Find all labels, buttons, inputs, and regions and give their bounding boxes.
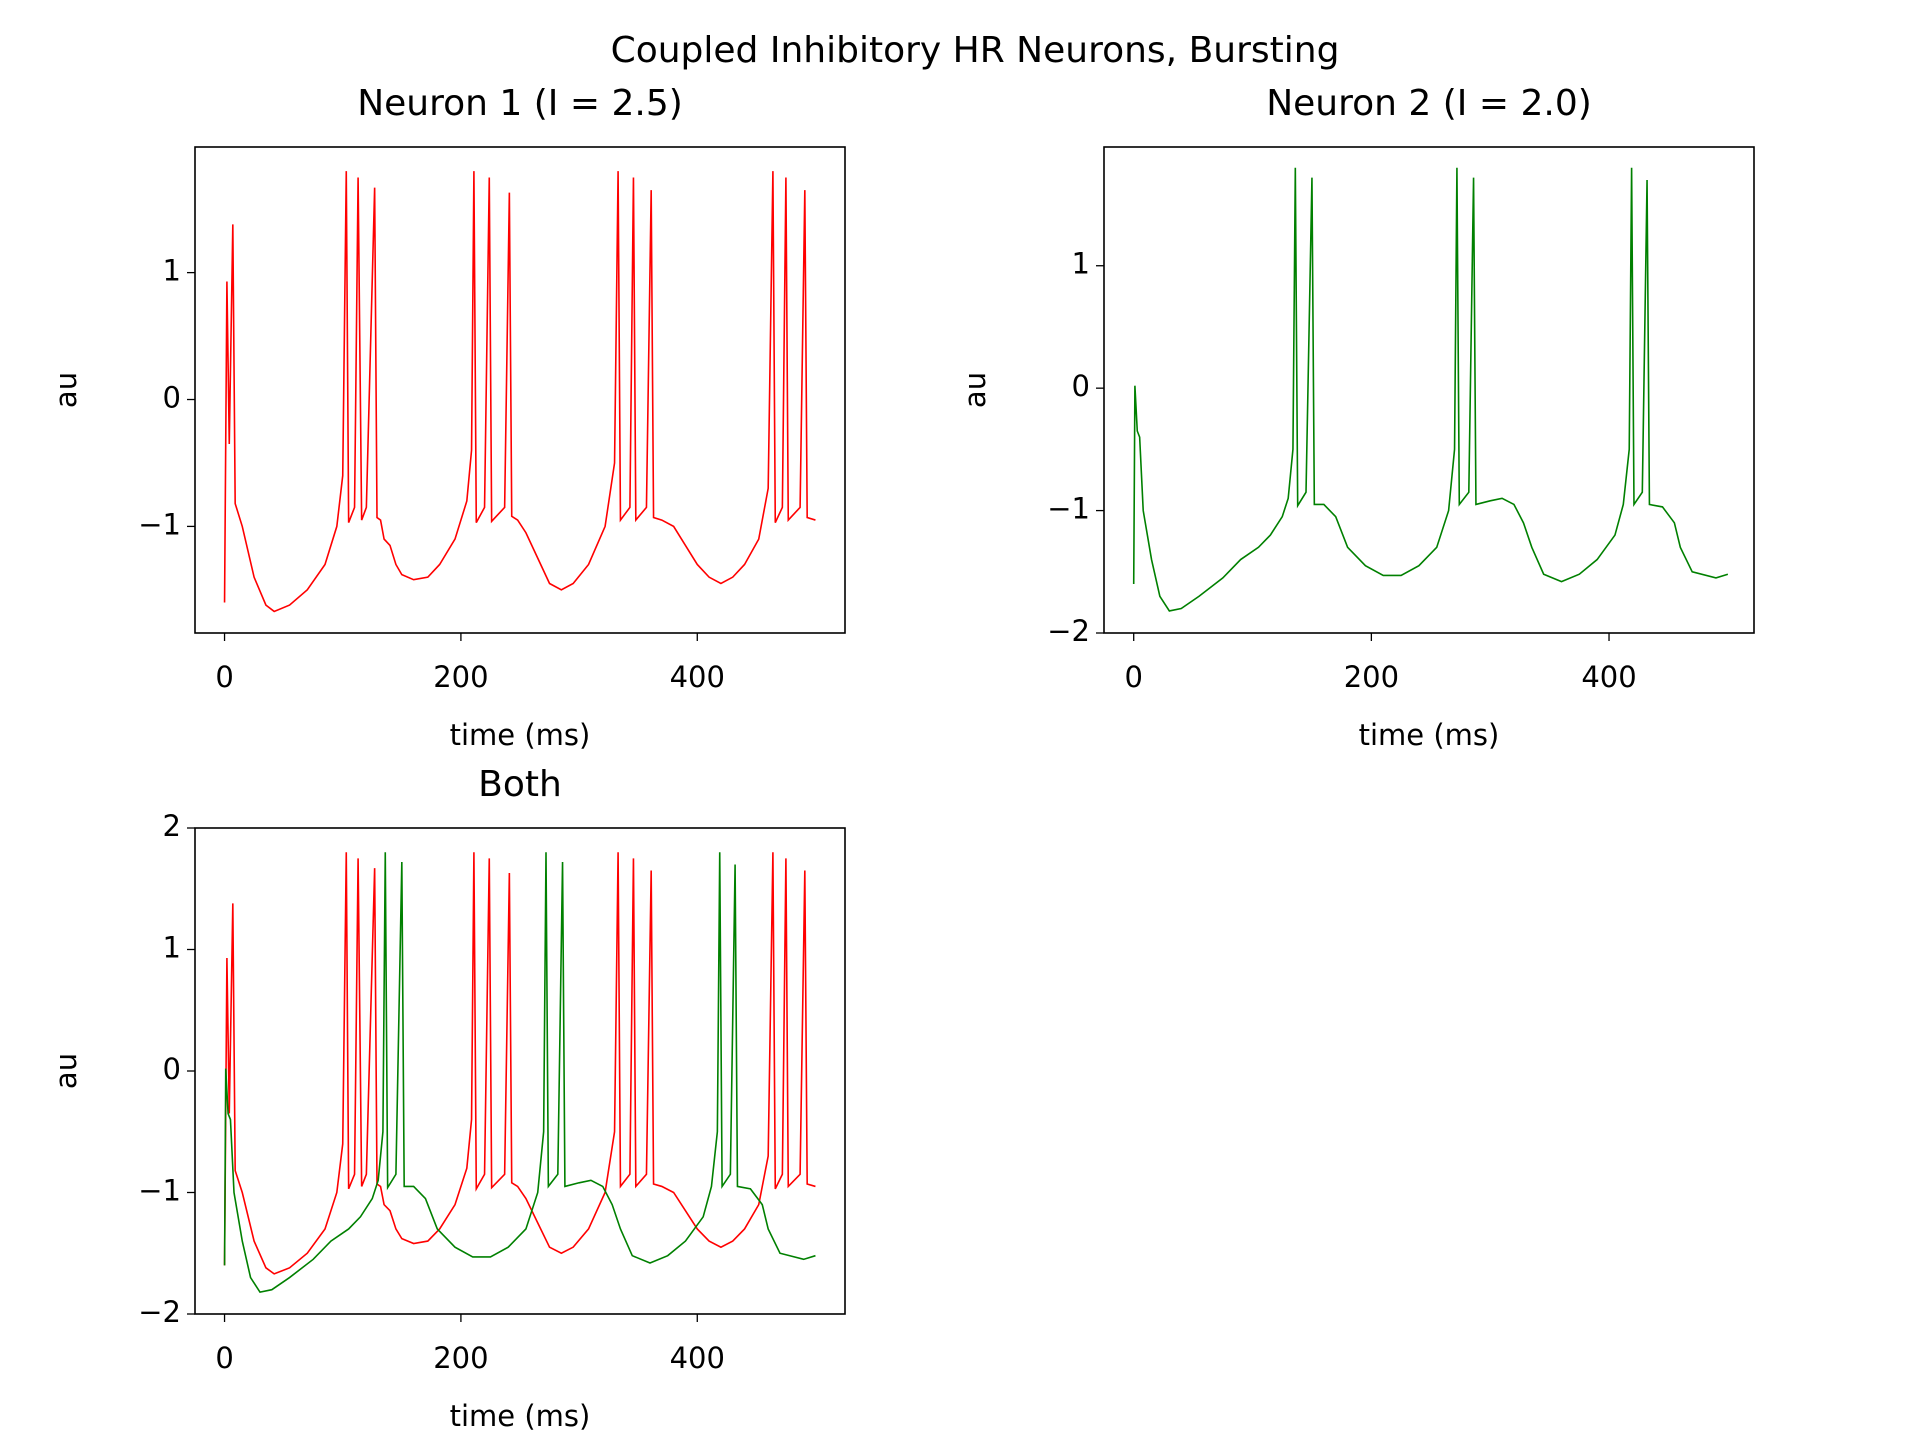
x-tick-label: 400 — [1581, 660, 1636, 694]
x-tick-label: 200 — [433, 1341, 488, 1375]
x-axis-label: time (ms) — [1359, 718, 1500, 752]
y-tick-label: 1 — [1072, 247, 1090, 281]
x-axis-label: time (ms) — [450, 1399, 591, 1433]
y-tick-label: 1 — [163, 254, 181, 288]
axes-frame — [1103, 146, 1755, 634]
y-axis-label: au — [49, 1053, 83, 1089]
x-tick-label: 200 — [1344, 660, 1399, 694]
y-tick-label: 0 — [163, 381, 181, 415]
subplot-title: Neuron 2 (I = 2.0) — [1266, 83, 1592, 124]
subplot: Neuron 2 (I = 2.0) time (ms) au 0 200 400 −2 −1… — [958, 83, 1755, 752]
data-line — [223, 852, 816, 1294]
y-axis-label: au — [49, 372, 83, 408]
y-tick-label: 0 — [1072, 369, 1090, 403]
subplot: Neuron 1 (I = 2.5) time (ms) au 0 200 400 −1 0 1 — [49, 83, 846, 752]
y-tick-label: 2 — [163, 809, 181, 843]
subplot-title: Both — [478, 764, 562, 805]
data-line — [223, 171, 816, 613]
y-tick-label: 1 — [163, 931, 181, 965]
figure-title: Coupled Inhibitory HR Neurons, Bursting — [611, 30, 1340, 71]
x-axis-label: time (ms) — [450, 718, 591, 752]
subplot-title: Neuron 1 (I = 2.5) — [357, 83, 683, 124]
x-tick-label: 0 — [215, 660, 233, 694]
x-tick-label: 200 — [433, 660, 488, 694]
x-tick-label: 400 — [670, 1341, 725, 1375]
y-tick-label: 0 — [163, 1052, 181, 1086]
data-line — [223, 852, 816, 1275]
x-tick-label: 0 — [215, 1341, 233, 1375]
x-tick-label: 0 — [1124, 660, 1142, 694]
y-tick-label: −1 — [138, 1174, 181, 1208]
data-line — [1132, 167, 1729, 612]
y-tick-label: −1 — [138, 507, 181, 541]
axes-frame — [194, 827, 846, 1315]
x-tick-label: 400 — [670, 660, 725, 694]
y-axis-label: au — [958, 372, 992, 408]
y-tick-label: −2 — [1047, 614, 1090, 648]
axes-frame — [194, 146, 846, 634]
y-tick-label: −1 — [1047, 492, 1090, 526]
y-tick-label: −2 — [138, 1295, 181, 1329]
subplot: Both time (ms) au 0 200 400 −2 −1 0 1 2 — [49, 764, 846, 1433]
